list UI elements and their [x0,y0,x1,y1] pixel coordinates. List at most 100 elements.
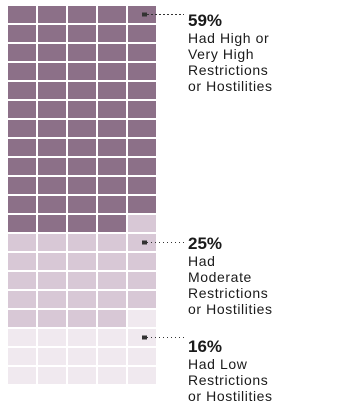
series-desc-low-line-3: or Hostilities [188,388,273,404]
waffle-cell-series-1 [128,44,156,61]
waffle-cell-series-1 [98,177,126,194]
series-desc-high-line-2: Very High [188,46,255,62]
waffle-cell-series-1 [38,215,66,232]
waffle-cell-series-2 [8,253,36,270]
waffle-cell-series-1 [8,177,36,194]
waffle-cell-series-1 [68,6,96,23]
waffle-cell-series-2 [128,272,156,289]
waffle-cell-series-1 [128,63,156,80]
series-desc-low-line-1: Had Low [188,356,248,372]
waffle-cell-series-2 [98,310,126,327]
waffle-cell-series-1 [98,63,126,80]
waffle-cell-series-2 [38,234,66,251]
waffle-cell-series-1 [128,120,156,137]
waffle-cell-series-3 [8,348,36,365]
waffle-cell-series-1 [68,101,96,118]
waffle-cell-series-3 [128,367,156,384]
waffle-cell-series-2 [8,234,36,251]
waffle-cell-series-3 [38,367,66,384]
waffle-cell-series-2 [8,291,36,308]
waffle-cell-series-3 [128,310,156,327]
series-value-low: 16% [188,337,223,356]
waffle-cell-series-2 [38,253,66,270]
series-desc-moderate-line-4: or Hostilities [188,301,273,317]
waffle-cell-series-1 [128,25,156,42]
waffle-cell-series-1 [38,196,66,213]
waffle-cell-series-1 [68,44,96,61]
waffle-cell-series-2 [98,272,126,289]
waffle-cell-series-3 [68,367,96,384]
waffle-cell-series-3 [38,348,66,365]
series-label-high: 59% Had High or Very High Restrictions o… [188,11,273,95]
waffle-cell-series-1 [8,44,36,61]
leader-dot-series-3 [142,335,147,340]
waffle-cell-series-3 [98,329,126,346]
series-value-high: 59% [188,11,223,30]
waffle-cell-series-3 [98,348,126,365]
waffle-cell-series-1 [38,82,66,99]
waffle-cell-series-3 [8,367,36,384]
waffle-cell-series-1 [68,120,96,137]
waffle-cell-series-2 [38,310,66,327]
waffle-cell-series-1 [98,6,126,23]
waffle-cell-series-1 [38,101,66,118]
waffle-cell-series-2 [98,291,126,308]
leader-dot-series-2 [142,240,147,245]
waffle-cell-series-2 [38,291,66,308]
waffle-cell-series-1 [68,158,96,175]
waffle-cell-series-1 [128,196,156,213]
waffle-cell-series-1 [8,139,36,156]
waffle-cell-series-1 [8,101,36,118]
waffle-cell-series-1 [128,177,156,194]
waffle-cell-series-2 [128,291,156,308]
waffle-cell-series-2 [68,253,96,270]
series-desc-high-line-3: Restrictions [188,62,269,78]
waffle-cell-series-1 [68,215,96,232]
waffle-cell-series-1 [38,120,66,137]
waffle-cell-series-1 [98,120,126,137]
waffle-cell-series-1 [98,196,126,213]
waffle-cell-series-1 [8,158,36,175]
waffle-cell-series-1 [68,25,96,42]
waffle-cell-series-2 [68,291,96,308]
waffle-cell-series-2 [38,272,66,289]
series-desc-moderate-line-2: Moderate [188,269,252,285]
waffle-cell-series-1 [128,101,156,118]
waffle-cell-series-1 [68,82,96,99]
waffle-cell-series-1 [98,158,126,175]
waffle-cell-series-1 [38,63,66,80]
waffle-cell-series-1 [68,177,96,194]
waffle-cell-series-1 [38,177,66,194]
waffle-cell-series-1 [8,63,36,80]
waffle-cell-series-2 [8,310,36,327]
waffle-cell-series-1 [8,25,36,42]
waffle-cell-series-2 [128,253,156,270]
waffle-cell-series-1 [38,25,66,42]
series-label-moderate: 25% Had Moderate Restrictions or Hostili… [188,235,273,318]
waffle-cell-series-1 [8,196,36,213]
waffle-cell-series-2 [68,234,96,251]
waffle-cell-series-1 [38,139,66,156]
waffle-cell-series-1 [8,215,36,232]
waffle-cell-series-2 [128,215,156,232]
waffle-cell-series-1 [68,196,96,213]
waffle-cell-series-1 [38,158,66,175]
series-label-low: 16% Had Low Restrictions or Hostilities [188,337,273,405]
waffle-cell-series-1 [38,44,66,61]
waffle-cell-series-3 [8,329,36,346]
waffle-cell-series-1 [8,120,36,137]
waffle-cell-series-2 [8,272,36,289]
waffle-cell-series-3 [68,329,96,346]
waffle-cell-series-1 [128,82,156,99]
waffle-cell-series-1 [38,6,66,23]
waffle-cell-series-1 [98,25,126,42]
waffle-cell-series-1 [68,139,96,156]
waffle-cell-series-1 [98,82,126,99]
waffle-cell-series-1 [98,44,126,61]
leader-dot-series-1 [142,12,147,17]
waffle-cell-series-3 [98,367,126,384]
waffle-cell-series-1 [98,215,126,232]
waffle-cell-series-1 [8,82,36,99]
series-desc-low-line-2: Restrictions [188,372,269,388]
series-desc-high-line-1: Had High or [188,30,270,46]
